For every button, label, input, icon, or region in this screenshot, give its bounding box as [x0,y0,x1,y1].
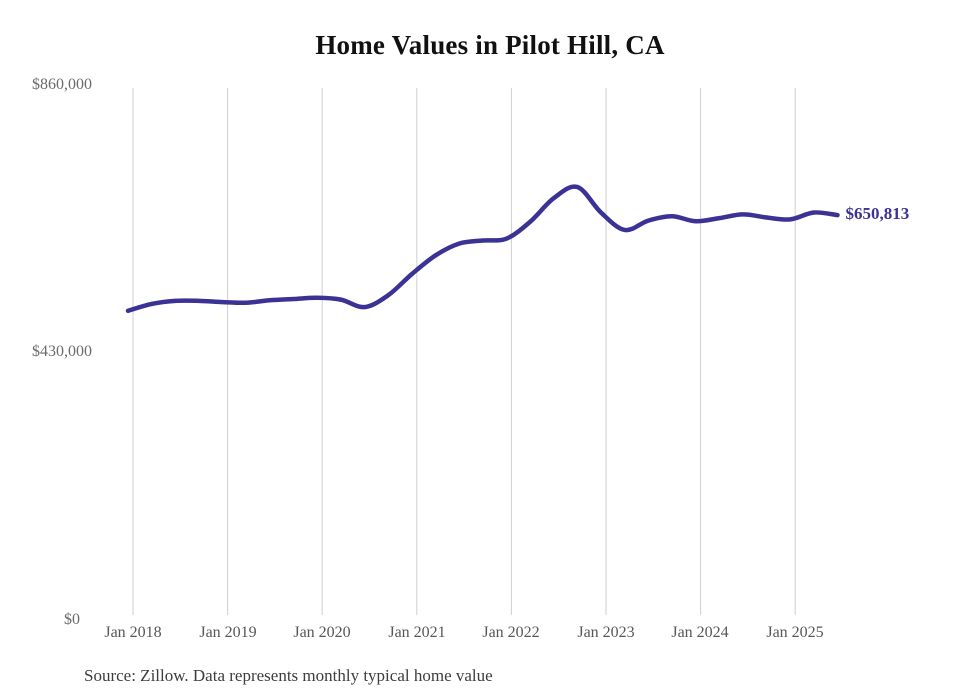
series-line-typical-home-value [125,184,840,314]
y-axis-tick-mid: $430,000 [32,343,92,360]
chart-title: Home Values in Pilot Hill, CA [315,30,665,60]
x-axis-tick-jan-2023: Jan 2023 [577,624,635,641]
source-footnote: Source: Zillow. Data represents monthly … [84,666,493,685]
x-axis-tick-jan-2018: Jan 2018 [104,624,162,641]
x-axis-tick-jan-2021: Jan 2021 [388,624,446,641]
x-axis-tick-jan-2019: Jan 2019 [199,624,257,641]
x-axis-tick-jan-2024: Jan 2024 [671,624,729,641]
end-value-annotation: $650,813 [845,204,910,224]
x-axis-tick-jan-2022: Jan 2022 [482,624,540,641]
x-axis-tick-jan-2020: Jan 2020 [293,624,351,641]
gridline-group [132,88,796,615]
y-axis-tick-top: $860,000 [32,76,92,93]
y-axis-tick-bottom: $0 [64,611,80,628]
x-axis-tick-jan-2025: Jan 2025 [766,624,824,641]
